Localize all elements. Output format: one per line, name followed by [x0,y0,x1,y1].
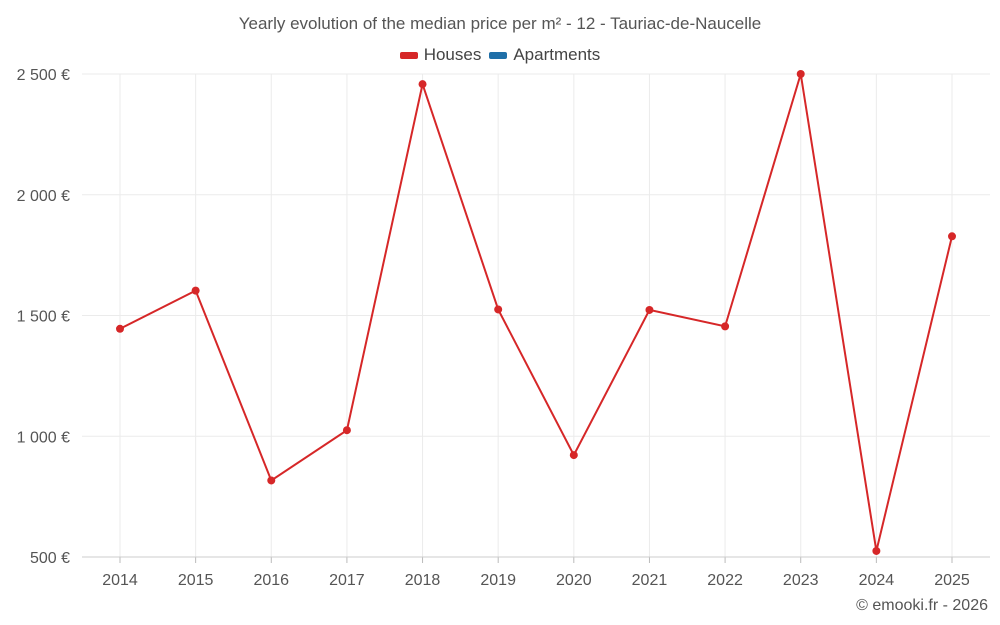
data-point-houses [418,80,427,89]
data-point-houses [948,232,956,241]
data-point-houses [267,476,276,485]
data-point-houses [721,322,730,331]
y-tick-label: 2 500 € [17,67,70,84]
chart-title: Yearly evolution of the median price per… [238,14,762,33]
x-tick-label: 2019 [480,572,516,589]
legend-label-apartments: Apartments [513,45,601,64]
y-tick-label: 500 € [30,550,70,567]
legend-swatch-apartments [489,51,508,59]
data-point-houses [872,546,881,555]
x-tick-label: 2018 [405,572,441,589]
data-point-houses [116,324,124,333]
x-tick-label: 2017 [329,572,365,589]
series-line-houses [119,73,953,552]
x-tick-label: 2020 [556,572,592,589]
legend-swatch-houses [399,51,418,59]
y-tick-label: 1 000 € [17,429,70,446]
data-point-houses [191,286,200,295]
data-point-houses [569,451,578,460]
credit-text: © emooki.fr - 2026 [856,597,988,614]
x-tick-label: 2021 [632,572,668,589]
x-tick-label: 2015 [178,572,214,589]
data-point-houses [645,305,654,314]
data-point-houses [796,70,805,78]
legend-item-houses[interactable]: Houses [399,45,482,65]
y-tick-label: 1 500 € [17,309,70,326]
legend-label-houses: Houses [423,45,482,64]
x-tick-label: 2025 [934,572,970,589]
x-tick-label: 2022 [707,572,743,589]
data-point-houses [494,305,503,314]
chart-legend: Houses Apartments [0,45,1000,65]
y-tick-label: 2 000 € [17,188,70,205]
data-point-houses [342,426,351,435]
x-tick-label: 2023 [783,572,819,589]
x-tick-label: 2024 [859,572,895,589]
legend-item-apartments[interactable]: Apartments [489,45,600,65]
x-tick-label: 2016 [253,572,289,589]
x-tick-label: 2014 [102,572,138,589]
